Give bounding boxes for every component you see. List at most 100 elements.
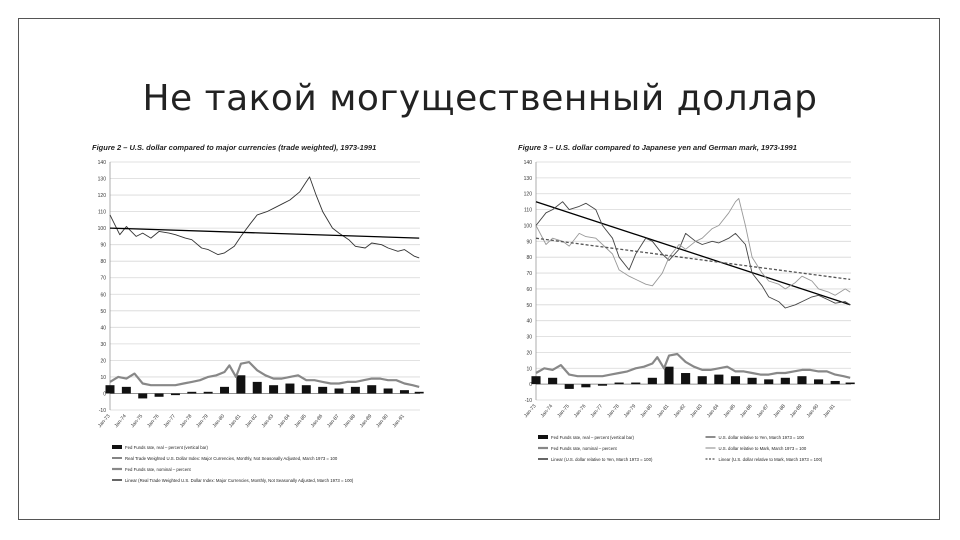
real-rate-bar <box>252 381 262 394</box>
legend-label: U.S. dollar relative to Yen, March 1973 … <box>719 435 805 440</box>
y-tick-label: 110 <box>98 210 106 216</box>
real-rate-bar <box>399 390 409 394</box>
real-rate-bar <box>334 388 344 394</box>
real-rate-bar <box>220 386 229 394</box>
real-rate-bar <box>647 377 657 385</box>
y-tick-label: -10 <box>99 408 106 414</box>
real-rate-bar <box>614 382 624 385</box>
legend-label: Linear (U.S. dollar relative to Yen, Mar… <box>551 457 653 462</box>
x-tick-label: Jan-87 <box>326 413 341 429</box>
legend-label: Linear (Real Trade Weighted U.S. Dollar … <box>125 478 354 483</box>
legend-swatch <box>538 435 548 439</box>
y-tick-label: 130 <box>98 177 107 183</box>
y-tick-label: 100 <box>524 223 533 229</box>
legend-label: Fed Funds rate, real – percent (vertical… <box>125 445 208 450</box>
slide-title: Не такой могущественный доллар <box>142 78 818 119</box>
legend-label: U.S. dollar relative to Mark, March 1973… <box>719 446 807 451</box>
figure-3-title: Figure 3 – U.S. dollar compared to Japan… <box>518 143 797 152</box>
y-tick-label: 80 <box>100 259 106 265</box>
x-tick-label: Jan-87 <box>756 403 771 419</box>
real-rate-bar <box>664 366 674 385</box>
real-rate-bar <box>730 376 741 385</box>
y-tick-label: 30 <box>100 342 106 348</box>
x-tick-label: Jan-80 <box>639 403 654 419</box>
real-rate-bar <box>301 385 311 394</box>
x-tick-label: Jan-78 <box>606 403 621 419</box>
y-tick-label: 10 <box>100 375 106 381</box>
x-tick-label: Jan-77 <box>163 413 178 429</box>
x-tick-label: Jan-85 <box>293 413 308 429</box>
trend-line <box>535 237 851 281</box>
x-tick-label: Jan-75 <box>130 413 145 429</box>
real-rate-bar <box>138 393 148 399</box>
x-tick-label: Jan-79 <box>195 413 210 429</box>
x-tick-label: Jan-75 <box>556 403 571 419</box>
legend-label: Linear (U.S. dollar relative to Mark, Ma… <box>719 457 823 462</box>
y-tick-label: 120 <box>98 193 107 199</box>
real-rate-bar <box>564 384 574 389</box>
x-tick-label: Jan-78 <box>179 413 194 429</box>
y-tick-label: 140 <box>98 160 107 166</box>
figure-2-chart: 1401301201101009080706050403020100-10Jan… <box>97 160 424 483</box>
y-tick-label: 20 <box>100 358 106 364</box>
x-tick-label: Jan-81 <box>228 413 243 429</box>
y-tick-label: 130 <box>524 176 533 182</box>
x-tick-label: Jan-82 <box>673 403 688 419</box>
real-rate-bar <box>797 376 807 385</box>
x-tick-label: Jan-88 <box>342 413 357 429</box>
real-rate-bar <box>714 374 724 385</box>
figure-2: Figure 2 – U.S. dollar compared to major… <box>92 140 432 496</box>
real-rate-bar <box>350 386 360 394</box>
x-tick-label: Jan-85 <box>723 403 738 419</box>
y-tick-label: 10 <box>526 366 532 372</box>
y-tick-label: 80 <box>526 255 532 261</box>
real-rate-bar <box>154 393 164 397</box>
real-rate-bar <box>780 377 790 385</box>
slide-frame <box>18 18 940 520</box>
x-tick-label: Jan-74 <box>540 403 555 419</box>
legend-swatch <box>112 445 122 449</box>
x-tick-label: Jan-76 <box>146 413 161 429</box>
real-rate-bar <box>681 373 691 385</box>
y-tick-label: 60 <box>100 292 106 298</box>
x-tick-label: Jan-74 <box>113 413 128 429</box>
real-rate-bar <box>367 385 377 394</box>
real-rate-bar <box>814 379 824 385</box>
y-tick-label: 70 <box>526 271 532 277</box>
series-line <box>535 352 851 379</box>
x-tick-label: Jan-91 <box>822 403 837 419</box>
x-tick-label: Jan-73 <box>97 413 112 429</box>
x-tick-label: Jan-73 <box>523 403 538 419</box>
real-rate-bar <box>414 391 424 394</box>
real-rate-bar <box>747 377 757 385</box>
real-rate-bar <box>170 393 180 396</box>
y-tick-label: 60 <box>526 287 532 293</box>
y-tick-label: 100 <box>98 226 107 232</box>
trend-line <box>535 201 851 306</box>
x-tick-label: Jan-84 <box>277 413 292 429</box>
legend-label: Fed Funds rate, real – percent (vertical… <box>551 435 634 440</box>
x-tick-label: Jan-88 <box>772 403 787 419</box>
legend-label: Fed Funds rate, nominal – percent <box>551 446 617 451</box>
real-rate-bar <box>236 375 246 394</box>
real-rate-bar <box>105 385 115 394</box>
y-tick-label: 140 <box>524 160 533 166</box>
real-rate-bar <box>597 384 608 386</box>
real-rate-bar <box>830 380 840 385</box>
y-tick-label: 40 <box>526 319 532 325</box>
real-rate-bar <box>548 377 558 385</box>
real-rate-bar <box>269 385 279 394</box>
real-rate-bar <box>285 383 295 394</box>
x-tick-label: Jan-86 <box>310 413 325 429</box>
y-tick-label: 0 <box>529 382 532 388</box>
y-tick-label: 20 <box>526 350 532 356</box>
real-rate-bar <box>383 388 393 394</box>
x-tick-label: Jan-90 <box>375 413 390 429</box>
figure-3: Figure 3 – U.S. dollar compared to Japan… <box>518 140 863 490</box>
y-tick-label: 30 <box>526 335 532 341</box>
trend-line <box>109 227 420 239</box>
x-tick-label: Jan-82 <box>244 413 259 429</box>
real-rate-bar <box>318 386 328 394</box>
x-tick-label: Jan-81 <box>656 403 671 419</box>
y-tick-label: 110 <box>524 208 532 214</box>
